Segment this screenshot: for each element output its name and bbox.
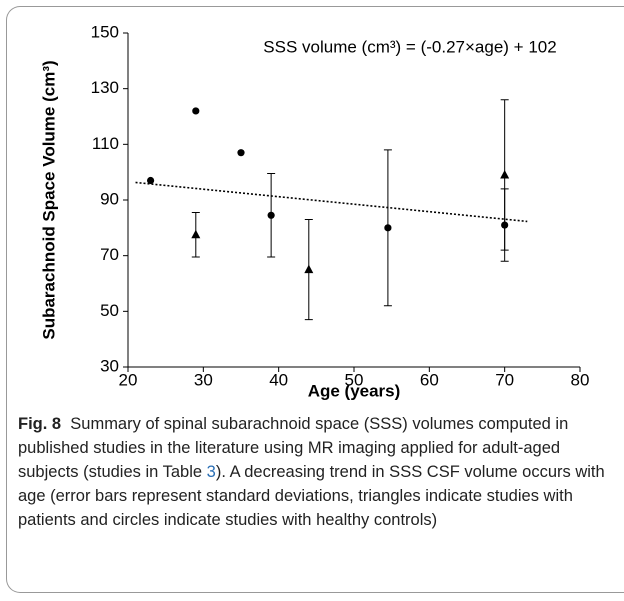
x-tick-label: 60: [420, 370, 439, 389]
data-point-triangle: [500, 169, 510, 179]
data-point-circle: [237, 149, 245, 157]
trendline: [135, 181, 528, 223]
x-tick-label: 80: [571, 370, 590, 389]
data-point-triangle: [191, 229, 201, 239]
caption: Fig. 8 Summary of spinal subarachnoid sp…: [18, 412, 614, 532]
chart: SSS volume (cm³) = (-0.27×age) + 102 Age…: [39, 22, 590, 400]
figure-frame: [6, 6, 624, 593]
y-tick-label: 50: [100, 301, 119, 320]
caption-text: ). A decreasing trend in SSS CSF volume …: [18, 463, 605, 529]
data-point-triangle: [304, 264, 314, 274]
data-point-circle: [267, 211, 275, 219]
x-tick-label: 70: [495, 370, 514, 389]
caption-label: Fig. 8: [18, 415, 62, 433]
y-tick-label: 90: [100, 189, 119, 208]
y-tick-label: 110: [92, 134, 119, 153]
x-tick-label: 20: [119, 370, 138, 389]
y-tick-label: 30: [100, 356, 119, 375]
data-point-circle: [192, 107, 200, 115]
table-reference[interactable]: 3: [206, 463, 216, 481]
data-point-circle: [147, 176, 155, 185]
data-point-circle: [384, 224, 392, 232]
x-tick-label: 50: [345, 370, 364, 389]
equation-annotation: SSS volume (cm³) = (-0.27×age) + 102: [263, 37, 556, 56]
x-axis-title: Age (years): [308, 381, 401, 400]
y-tick-label: 70: [100, 245, 119, 264]
caption-text: Summary of spinal subarachnoid space (SS…: [18, 415, 569, 481]
x-tick-label: 40: [269, 370, 288, 389]
y-axis-title: Subarachnoid Space Volume (cm³): [39, 60, 58, 339]
y-tick-label: 130: [91, 78, 119, 97]
y-tick-label: 150: [91, 22, 119, 41]
x-tick-label: 30: [194, 370, 213, 389]
